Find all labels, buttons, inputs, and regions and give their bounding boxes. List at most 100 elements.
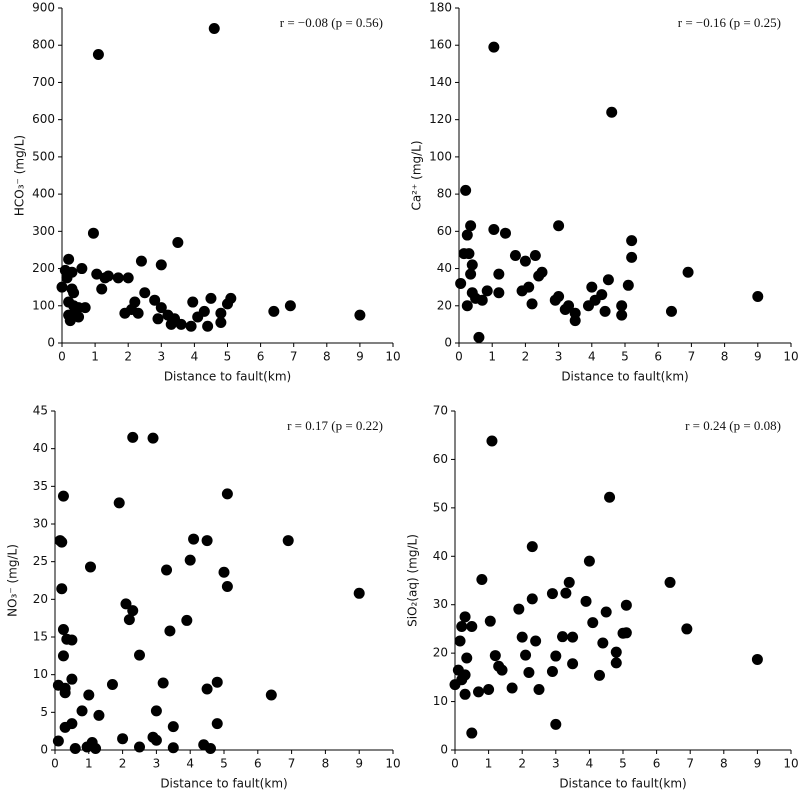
data-point (188, 533, 200, 545)
y-axis-label: SiO₂(aq) (mg/L) (406, 534, 420, 627)
data-point (481, 285, 493, 297)
data-point (64, 315, 76, 327)
data-point (536, 266, 548, 278)
data-point (83, 689, 95, 701)
data-point (461, 229, 473, 241)
data-point (550, 718, 562, 730)
data-point (106, 678, 118, 690)
y-tick-label: 60 (433, 452, 448, 466)
data-point (466, 621, 478, 633)
data-point (123, 614, 135, 626)
data-point (73, 311, 85, 323)
y-tick-label: 20 (33, 592, 48, 606)
x-tick-label: 3 (555, 350, 563, 364)
data-point (489, 650, 501, 662)
data-point (66, 718, 78, 730)
data-point (120, 598, 132, 610)
data-point (567, 631, 579, 643)
x-tick-label: 10 (783, 757, 798, 771)
data-point (563, 576, 575, 588)
y-tick-label: 30 (33, 517, 48, 531)
data-point (96, 283, 108, 295)
y-tick-label: 100 (429, 149, 452, 163)
data-point (184, 554, 196, 566)
y-tick-label: 80 (437, 187, 452, 201)
data-point (57, 490, 69, 502)
y-tick-label: 30 (433, 597, 448, 611)
x-tick-label: 8 (323, 350, 331, 364)
y-tick-label: 700 (32, 75, 55, 89)
annotation: r = −0.08 (p = 0.56) (280, 15, 383, 30)
data-point (265, 689, 277, 701)
data-point (616, 309, 628, 321)
data-point (499, 227, 511, 239)
x-axis-label: Distance to fault(km) (561, 370, 688, 384)
data-point (79, 302, 91, 314)
y-tick-label: 45 (33, 404, 48, 418)
data-point (557, 631, 569, 643)
x-tick-label: 7 (290, 350, 298, 364)
x-tick-label: 1 (488, 350, 496, 364)
x-tick-label: 7 (688, 350, 696, 364)
x-tick-label: 8 (721, 350, 729, 364)
x-tick-label: 9 (356, 350, 364, 364)
data-point (476, 574, 488, 586)
data-point (610, 657, 622, 669)
data-point (530, 635, 542, 647)
x-tick-label: 1 (91, 350, 99, 364)
data-point (626, 235, 638, 247)
x-tick-label: 0 (451, 757, 459, 771)
data-point (284, 300, 296, 312)
y-tick-label: 70 (433, 404, 448, 418)
data-point (150, 705, 162, 717)
x-tick-label: 6 (653, 757, 661, 771)
data-point (57, 623, 69, 635)
data-point (622, 279, 634, 291)
y-tick-label: 0 (444, 336, 452, 350)
data-point (76, 705, 88, 717)
data-point (66, 673, 78, 685)
data-point (150, 734, 162, 746)
data-point (155, 302, 167, 314)
data-point (127, 431, 139, 443)
y-tick-label: 35 (33, 479, 48, 493)
data-point (149, 294, 161, 306)
x-tick-label: 4 (191, 350, 199, 364)
x-tick-label: 0 (51, 757, 59, 771)
data-point (583, 555, 595, 567)
data-point (626, 251, 638, 263)
data-point (161, 564, 173, 576)
data-point (56, 536, 68, 548)
data-point (76, 263, 88, 275)
data-point (751, 653, 763, 665)
y-tick-label: 20 (437, 298, 452, 312)
data-point (208, 22, 220, 34)
data-point (664, 576, 676, 588)
annotation: r = 0.24 (p = 0.08) (685, 418, 781, 433)
data-point (221, 488, 233, 500)
data-point (66, 634, 78, 646)
x-tick-label: 5 (619, 757, 627, 771)
data-point (580, 595, 592, 607)
x-tick-label: 5 (224, 350, 232, 364)
data-point (225, 292, 237, 304)
data-point (553, 220, 565, 232)
data-point (752, 290, 764, 302)
data-point (553, 290, 565, 302)
data-point (455, 277, 467, 289)
data-point (198, 305, 210, 317)
x-tick-label: 9 (355, 757, 363, 771)
data-point (113, 497, 125, 509)
x-tick-label: 3 (552, 757, 560, 771)
y-axis-label: NO₃⁻ (mg/L) (6, 544, 20, 617)
data-point (520, 649, 532, 661)
data-point (593, 669, 605, 681)
data-point (175, 318, 187, 330)
data-point (91, 268, 103, 280)
annotation: r = −0.16 (p = 0.25) (678, 15, 781, 30)
x-tick-label: 10 (385, 350, 400, 364)
data-point (526, 298, 538, 310)
y-axis-label: Ca²⁺ (mg/L) (410, 140, 424, 210)
data-point (488, 223, 500, 235)
data-point (465, 268, 477, 280)
